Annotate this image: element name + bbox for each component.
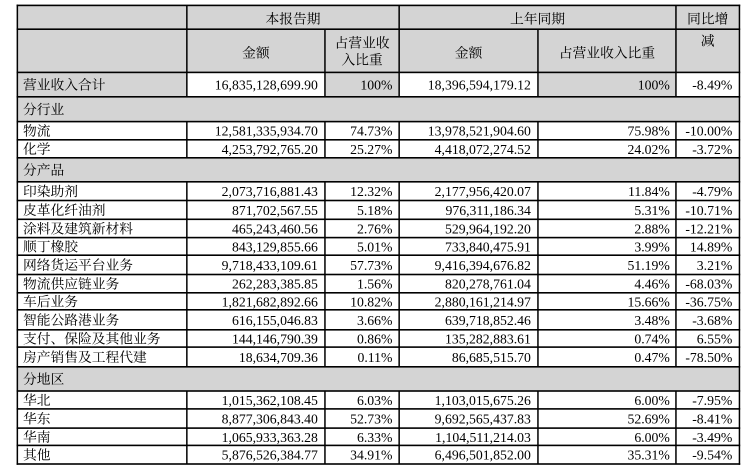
svg-text:2,177,956,420.07: 2,177,956,420.07 <box>435 184 531 199</box>
svg-text:35.31%: 35.31% <box>627 448 669 463</box>
svg-text:2,880,161,214.97: 2,880,161,214.97 <box>435 294 531 309</box>
svg-text:34.91%: 34.91% <box>350 448 392 463</box>
svg-text:100%: 100% <box>360 78 392 93</box>
svg-text:-68.03%: -68.03% <box>685 277 732 292</box>
svg-text:1,065,933,363.28: 1,065,933,363.28 <box>222 430 318 445</box>
svg-text:11.84%: 11.84% <box>628 184 670 199</box>
svg-text:5.01%: 5.01% <box>357 239 393 254</box>
svg-text:0.11%: 0.11% <box>357 350 392 365</box>
svg-text:-36.75%: -36.75% <box>685 294 732 309</box>
svg-text:-8.41%: -8.41% <box>692 412 732 427</box>
svg-text:5.31%: 5.31% <box>634 203 670 218</box>
svg-text:18,396,594,179.12: 18,396,594,179.12 <box>428 78 531 93</box>
svg-text:1,821,682,892.66: 1,821,682,892.66 <box>222 294 318 309</box>
svg-text:616,155,046.83: 616,155,046.83 <box>232 313 318 328</box>
svg-text:0.47%: 0.47% <box>634 350 670 365</box>
svg-text:6,496,501,852.00: 6,496,501,852.00 <box>435 448 531 463</box>
svg-text:9,718,433,109.61: 9,718,433,109.61 <box>222 258 318 273</box>
svg-text:14.89%: 14.89% <box>690 239 732 254</box>
svg-text:6.55%: 6.55% <box>697 331 733 346</box>
svg-text:262,283,385.85: 262,283,385.85 <box>232 277 318 292</box>
svg-text:144,146,790.39: 144,146,790.39 <box>232 331 318 346</box>
svg-text:100%: 100% <box>638 78 670 93</box>
svg-text:733,840,475.91: 733,840,475.91 <box>445 239 531 254</box>
svg-text:24.02%: 24.02% <box>627 142 669 157</box>
svg-text:57.73%: 57.73% <box>350 258 392 273</box>
svg-text:3.21%: 3.21% <box>697 258 733 273</box>
svg-text:25.27%: 25.27% <box>350 142 392 157</box>
svg-text:3.66%: 3.66% <box>357 313 393 328</box>
svg-text:15.66%: 15.66% <box>627 294 669 309</box>
svg-text:3.99%: 3.99% <box>634 239 670 254</box>
svg-text:465,243,460.56: 465,243,460.56 <box>232 221 318 236</box>
svg-text:18,634,709.36: 18,634,709.36 <box>239 350 318 365</box>
svg-text:16,835,128,699.90: 16,835,128,699.90 <box>215 78 318 93</box>
svg-text:1,015,362,108.45: 1,015,362,108.45 <box>222 393 318 408</box>
svg-text:-4.79%: -4.79% <box>692 184 732 199</box>
svg-text:0.86%: 0.86% <box>357 331 393 346</box>
svg-text:0.74%: 0.74% <box>634 331 670 346</box>
svg-text:74.73%: 74.73% <box>350 124 392 139</box>
svg-text:-12.21%: -12.21% <box>685 221 732 236</box>
svg-text:639,718,852.46: 639,718,852.46 <box>445 313 531 328</box>
svg-text:52.73%: 52.73% <box>350 412 392 427</box>
svg-text:-3.72%: -3.72% <box>692 142 732 157</box>
svg-text:1,103,015,675.26: 1,103,015,675.26 <box>435 393 531 408</box>
svg-text:-10.00%: -10.00% <box>685 124 732 139</box>
svg-text:10.82%: 10.82% <box>350 294 392 309</box>
svg-text:820,278,761.04: 820,278,761.04 <box>445 277 531 292</box>
svg-text:1,104,511,214.03: 1,104,511,214.03 <box>435 430 531 445</box>
svg-text:3.48%: 3.48% <box>634 313 670 328</box>
svg-text:6.03%: 6.03% <box>357 393 393 408</box>
svg-text:-3.49%: -3.49% <box>692 430 732 445</box>
svg-text:5.18%: 5.18% <box>357 203 393 218</box>
svg-text:135,282,883.61: 135,282,883.61 <box>445 331 531 346</box>
svg-text:976,311,186.34: 976,311,186.34 <box>445 203 531 218</box>
svg-text:871,702,567.55: 871,702,567.55 <box>232 203 318 218</box>
svg-text:-3.68%: -3.68% <box>692 313 732 328</box>
svg-text:86,685,515.70: 86,685,515.70 <box>452 350 531 365</box>
svg-text:8,877,306,843.40: 8,877,306,843.40 <box>222 412 318 427</box>
svg-text:4,253,792,765.20: 4,253,792,765.20 <box>222 142 318 157</box>
svg-text:6.33%: 6.33% <box>357 430 393 445</box>
svg-text:843,129,855.66: 843,129,855.66 <box>232 239 318 254</box>
svg-text:-78.50%: -78.50% <box>685 350 732 365</box>
svg-text:9,692,565,437.83: 9,692,565,437.83 <box>435 412 531 427</box>
svg-text:-9.54%: -9.54% <box>692 448 732 463</box>
svg-text:9,416,394,676.82: 9,416,394,676.82 <box>435 258 531 273</box>
svg-text:5,876,526,384.77: 5,876,526,384.77 <box>222 448 318 463</box>
svg-text:1.56%: 1.56% <box>357 277 393 292</box>
svg-text:2.76%: 2.76% <box>357 221 393 236</box>
svg-text:-8.49%: -8.49% <box>692 78 732 93</box>
svg-text:-7.95%: -7.95% <box>692 393 732 408</box>
svg-text:12.32%: 12.32% <box>350 184 392 199</box>
svg-text:13,978,521,904.60: 13,978,521,904.60 <box>428 124 531 139</box>
svg-text:75.98%: 75.98% <box>627 124 669 139</box>
svg-text:529,964,192.20: 529,964,192.20 <box>445 221 531 236</box>
svg-text:4.46%: 4.46% <box>634 277 670 292</box>
svg-text:4,418,072,274.52: 4,418,072,274.52 <box>435 142 531 157</box>
svg-text:2.88%: 2.88% <box>634 221 670 236</box>
svg-text:2,073,716,881.43: 2,073,716,881.43 <box>222 184 318 199</box>
svg-text:52.69%: 52.69% <box>627 412 669 427</box>
svg-text:51.19%: 51.19% <box>627 258 669 273</box>
svg-text:12,581,335,934.70: 12,581,335,934.70 <box>215 124 318 139</box>
svg-text:-10.71%: -10.71% <box>685 203 732 218</box>
svg-text:6.00%: 6.00% <box>634 430 670 445</box>
svg-text:6.00%: 6.00% <box>634 393 670 408</box>
